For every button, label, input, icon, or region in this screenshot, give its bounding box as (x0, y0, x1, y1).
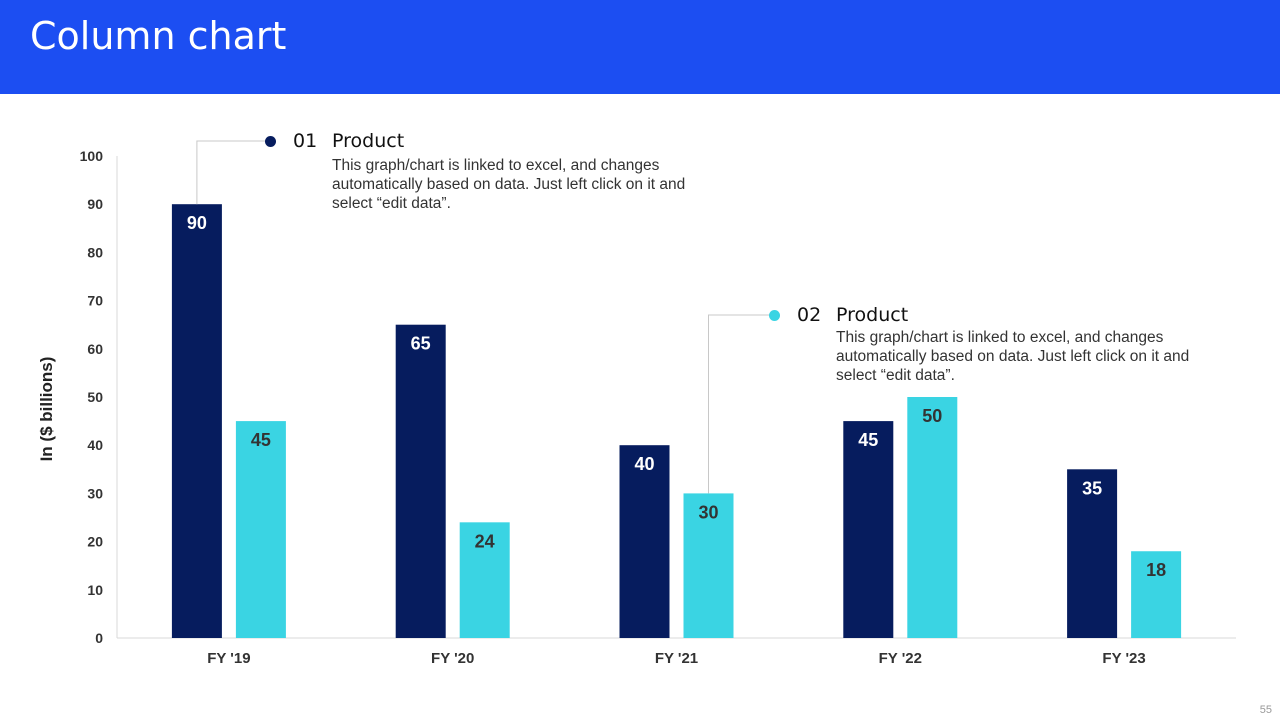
bar-data-label: 30 (698, 502, 718, 522)
y-tick-label: 20 (87, 534, 103, 550)
bar-1 (619, 445, 670, 638)
x-tick-label: FY '19 (207, 650, 250, 667)
bar-1 (395, 324, 446, 638)
y-tick-label: 40 (87, 437, 103, 453)
annotation-01-leader-line (196, 140, 270, 205)
annotation-number: 01 (293, 130, 318, 152)
annotation-title: Product (332, 130, 405, 152)
title-bar: Column chart (0, 0, 1280, 94)
bar-2 (235, 421, 286, 638)
bar-data-label: 18 (1146, 560, 1166, 580)
slide-title: Column chart (30, 14, 287, 58)
x-tick-label: FY '20 (431, 650, 474, 667)
y-tick-label: 90 (87, 196, 103, 212)
annotation-text: This graph/chart is linked to excel, and… (836, 329, 1190, 384)
x-tick-label: FY '21 (655, 650, 698, 667)
bar-2 (683, 493, 734, 638)
y-tick-label: 0 (95, 630, 103, 646)
y-tick-label: 60 (87, 341, 103, 357)
bar-data-label: 65 (411, 334, 431, 354)
y-tick-label: 80 (87, 244, 103, 260)
y-tick-label: 100 (80, 148, 104, 164)
y-tick-label: 70 (87, 293, 103, 309)
bar-2 (459, 522, 510, 638)
y-tick-label: 30 (87, 485, 103, 501)
annotation-02-leader-line (708, 314, 774, 494)
bar-1 (171, 204, 222, 638)
y-tick-label: 50 (87, 389, 103, 405)
y-tick-label: 10 (87, 582, 103, 598)
bar-data-label: 50 (922, 406, 942, 426)
bar-data-label: 45 (251, 430, 271, 450)
bar-data-label: 24 (475, 531, 495, 551)
bar-1 (843, 421, 894, 638)
annotation-number: 02 (797, 304, 822, 326)
x-tick-label: FY '22 (879, 650, 922, 667)
y-axis-title: In ($ billions) (37, 357, 56, 462)
annotation-text: This graph/chart is linked to excel, and… (332, 157, 686, 212)
x-tick-label: FY '23 (1102, 650, 1145, 667)
bar-data-label: 90 (187, 213, 207, 233)
bar-data-label: 40 (634, 454, 654, 474)
bar-data-label: 35 (1082, 478, 1102, 498)
bar-1 (1067, 469, 1118, 638)
product-02-marker-icon (769, 310, 780, 321)
product-01-marker-icon (265, 136, 276, 147)
bar-2 (1131, 551, 1182, 638)
page-number: 55 (1259, 704, 1272, 716)
annotation-title: Product (836, 304, 909, 326)
bar-2 (907, 397, 958, 638)
bar-data-label: 45 (858, 430, 878, 450)
